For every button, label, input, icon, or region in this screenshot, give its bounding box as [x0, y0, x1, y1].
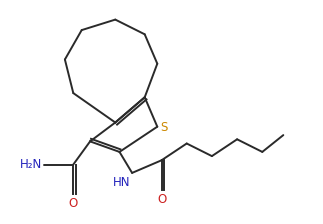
Text: H₂N: H₂N	[20, 158, 42, 171]
Text: S: S	[161, 121, 168, 134]
Text: O: O	[69, 197, 78, 210]
Text: O: O	[157, 193, 166, 206]
Text: HN: HN	[112, 176, 130, 189]
